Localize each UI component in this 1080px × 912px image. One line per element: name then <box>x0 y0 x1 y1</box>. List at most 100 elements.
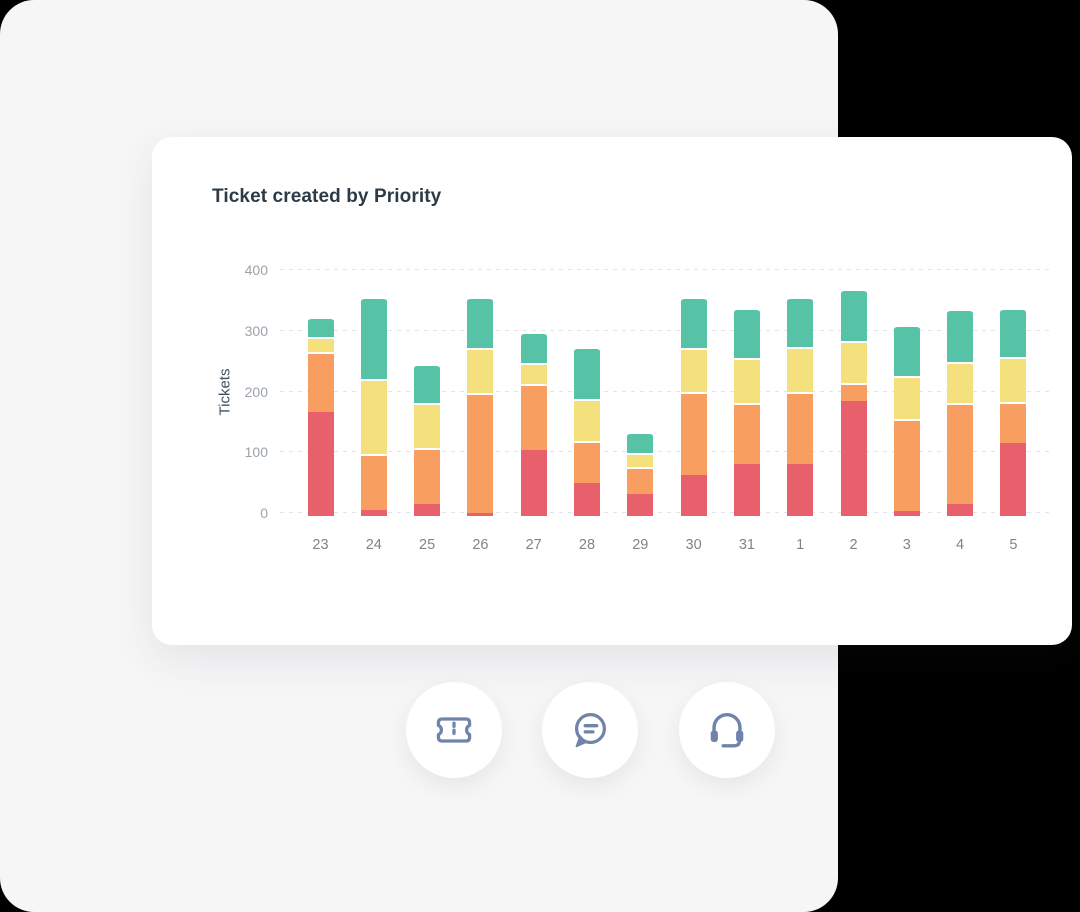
x-tick-label: 28 <box>578 537 596 553</box>
y-tick-label: 200 <box>244 383 268 400</box>
bar-segment-green-top-segment[interactable] <box>467 297 494 348</box>
grid-line <box>280 390 1050 392</box>
x-tick-label: 5 <box>1009 537 1018 553</box>
stacked-bar-25[interactable] <box>414 363 441 516</box>
x-tick-label: 2 <box>849 537 858 553</box>
bar-segment-green-top-segment[interactable] <box>520 331 547 363</box>
bar-segment-yellow-segment[interactable] <box>414 403 441 448</box>
x-tick-label: 30 <box>685 537 702 553</box>
bar-segment-yellow-segment[interactable] <box>947 361 974 404</box>
bar-segment-green-top-segment[interactable] <box>1000 308 1027 358</box>
chat-icon <box>567 707 613 753</box>
y-tick-label: 300 <box>244 322 268 339</box>
x-tick-label: 1 <box>796 537 805 553</box>
bar-segment-red-bottom-segment[interactable] <box>574 483 600 516</box>
stacked-bar-30[interactable] <box>680 297 707 516</box>
x-tick-label: 3 <box>902 537 911 553</box>
stacked-bar-28[interactable] <box>574 346 600 516</box>
bar-segment-yellow-segment[interactable] <box>787 347 814 393</box>
stacked-bar-23[interactable] <box>307 317 334 516</box>
bar-segment-orange-segment[interactable] <box>733 403 760 464</box>
bar-segment-red-bottom-segment[interactable] <box>733 463 760 516</box>
bar-segment-yellow-segment[interactable] <box>627 452 654 468</box>
grid-line <box>280 329 1050 331</box>
x-tick-label: 25 <box>419 537 436 553</box>
headset-icon <box>704 707 750 753</box>
bar-segment-orange-segment[interactable] <box>947 403 974 504</box>
x-tick-label: 24 <box>365 537 382 553</box>
chart-title: Ticket created by Priority <box>212 186 442 207</box>
bar-segment-yellow-segment[interactable] <box>520 362 547 385</box>
stacked-bar-27[interactable] <box>520 331 547 516</box>
bar-segment-red-bottom-segment[interactable] <box>467 512 494 516</box>
chart-plot-area: 0 100 200 300 400 23 24 25 26 27 28 29 30 31 1 2 3 4 5 <box>245 262 1050 553</box>
bar-segment-yellow-segment[interactable] <box>360 379 387 455</box>
stacked-bar-31[interactable] <box>733 308 760 516</box>
grid-line <box>280 451 1050 453</box>
bar-segment-yellow-segment[interactable] <box>467 347 494 393</box>
bar-segment-yellow-segment[interactable] <box>574 398 600 442</box>
bar-segment-orange-segment[interactable] <box>627 467 654 494</box>
bar-segment-red-bottom-segment[interactable] <box>947 503 974 516</box>
bar-segment-orange-segment[interactable] <box>893 418 920 511</box>
bar-segment-orange-segment[interactable] <box>1000 402 1027 444</box>
x-tick-label: 26 <box>472 537 489 553</box>
bar-segment-green-top-segment[interactable] <box>947 309 974 362</box>
bar-segment-orange-segment[interactable] <box>307 351 334 413</box>
bar-segment-red-bottom-segment[interactable] <box>414 503 441 516</box>
bar-segment-yellow-segment[interactable] <box>680 347 707 393</box>
bar-segment-orange-segment[interactable] <box>787 392 814 464</box>
bar-segment-yellow-segment[interactable] <box>307 336 334 352</box>
grid-line <box>280 512 1050 513</box>
bar-segment-green-top-segment[interactable] <box>574 346 600 399</box>
bar-segment-orange-segment[interactable] <box>467 392 494 513</box>
y-tick-label: 100 <box>244 444 268 461</box>
bar-segment-red-bottom-segment[interactable] <box>520 450 547 516</box>
ticket-button[interactable] <box>406 682 502 778</box>
bar-segment-green-top-segment[interactable] <box>840 288 867 342</box>
bar-segment-orange-segment[interactable] <box>680 392 707 475</box>
bar-segment-yellow-segment[interactable] <box>893 376 920 419</box>
bar-segment-orange-segment[interactable] <box>360 454 387 510</box>
bar-segment-red-bottom-segment[interactable] <box>627 493 654 516</box>
bar-segment-green-top-segment[interactable] <box>893 324 920 377</box>
bar-segment-green-top-segment[interactable] <box>627 432 654 453</box>
stacked-bar-26[interactable] <box>467 297 494 516</box>
stacked-bar-24[interactable] <box>360 297 387 516</box>
bar-segment-orange-segment[interactable] <box>520 384 547 451</box>
bar-segment-red-bottom-segment[interactable] <box>893 510 920 516</box>
headset-button[interactable] <box>679 682 775 778</box>
chart-card: Ticket created by Priority Tickets 0 100 2… <box>152 137 1072 645</box>
chat-button[interactable] <box>542 682 638 778</box>
bar-segment-green-top-segment[interactable] <box>360 297 387 380</box>
bar-segment-orange-segment[interactable] <box>574 441 600 484</box>
bar-segment-red-bottom-segment[interactable] <box>680 474 707 516</box>
bar-segment-red-bottom-segment[interactable] <box>360 509 387 516</box>
bar-segment-orange-segment[interactable] <box>840 382 867 402</box>
y-tick-label: 400 <box>244 262 268 278</box>
bar-segment-yellow-segment[interactable] <box>840 341 867 383</box>
bar-segment-red-bottom-segment[interactable] <box>840 401 867 516</box>
bar-segment-red-bottom-segment[interactable] <box>307 412 334 516</box>
bar-segment-red-bottom-segment[interactable] <box>1000 443 1027 516</box>
x-tick-label: 23 <box>312 537 329 553</box>
stacked-bar-2[interactable] <box>840 288 867 516</box>
y-tick-label: 0 <box>260 505 268 521</box>
stacked-bar-3[interactable] <box>893 324 920 516</box>
bar-segment-yellow-segment[interactable] <box>1000 357 1027 403</box>
x-tick-label: 4 <box>956 537 965 553</box>
bar-segment-yellow-segment[interactable] <box>733 358 760 404</box>
grid-line <box>280 269 1050 270</box>
bar-segment-green-top-segment[interactable] <box>733 308 760 359</box>
bar-segment-orange-segment[interactable] <box>414 447 441 504</box>
stacked-bar-29[interactable] <box>627 432 654 516</box>
bar-segment-green-top-segment[interactable] <box>787 297 814 348</box>
stacked-bar-1[interactable] <box>787 297 814 516</box>
stacked-bar-5[interactable] <box>1000 308 1027 516</box>
bar-segment-green-top-segment[interactable] <box>414 363 441 404</box>
bar-segment-green-top-segment[interactable] <box>307 317 334 337</box>
stacked-bar-4[interactable] <box>947 309 974 516</box>
bar-segment-red-bottom-segment[interactable] <box>787 463 814 516</box>
bar-segment-green-top-segment[interactable] <box>680 297 707 348</box>
